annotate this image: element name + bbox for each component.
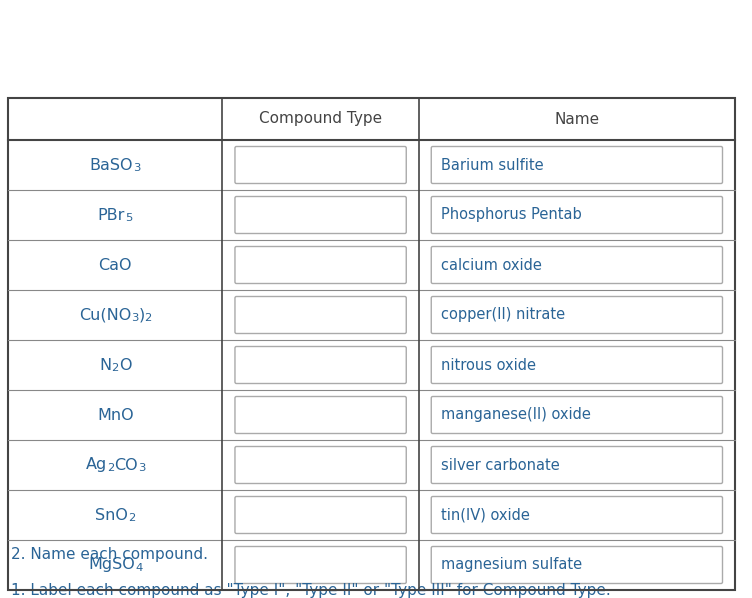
Text: 2: 2 xyxy=(128,512,135,523)
FancyBboxPatch shape xyxy=(431,297,723,334)
Text: manganese(II) oxide: manganese(II) oxide xyxy=(441,407,590,423)
Text: PBr: PBr xyxy=(98,208,126,222)
Text: ): ) xyxy=(138,307,144,322)
Text: magnesium sulfate: magnesium sulfate xyxy=(441,557,582,572)
Text: copper(II) nitrate: copper(II) nitrate xyxy=(441,307,565,322)
FancyBboxPatch shape xyxy=(431,547,723,584)
FancyBboxPatch shape xyxy=(431,147,723,184)
Text: 5: 5 xyxy=(126,212,132,222)
Text: Compound Type: Compound Type xyxy=(259,111,382,127)
FancyBboxPatch shape xyxy=(235,496,406,533)
Text: Barium sulfite: Barium sulfite xyxy=(441,157,544,172)
FancyBboxPatch shape xyxy=(235,246,406,283)
Text: CO: CO xyxy=(114,457,138,472)
Text: Name: Name xyxy=(554,111,599,127)
Text: MgSO: MgSO xyxy=(88,557,135,572)
Text: Ag: Ag xyxy=(86,457,107,472)
Text: Phosphorus Pentab: Phosphorus Pentab xyxy=(441,208,581,222)
Text: 3: 3 xyxy=(138,462,145,472)
Text: silver carbonate: silver carbonate xyxy=(441,457,559,472)
Text: 2: 2 xyxy=(107,462,114,472)
Text: calcium oxide: calcium oxide xyxy=(441,258,541,273)
FancyBboxPatch shape xyxy=(431,447,723,484)
FancyBboxPatch shape xyxy=(431,396,723,434)
Text: CaO: CaO xyxy=(99,258,132,273)
Text: BaSO: BaSO xyxy=(89,157,133,172)
Bar xyxy=(8,98,735,590)
FancyBboxPatch shape xyxy=(431,496,723,533)
FancyBboxPatch shape xyxy=(235,396,406,434)
Text: 3: 3 xyxy=(133,163,141,173)
Text: MnO: MnO xyxy=(97,407,134,423)
Text: Cu(NO: Cu(NO xyxy=(79,307,131,322)
Text: O: O xyxy=(119,358,131,373)
FancyBboxPatch shape xyxy=(235,147,406,184)
FancyBboxPatch shape xyxy=(235,547,406,584)
Text: 1. Label each compound as "Type I", "Type II" or "Type III" for Compound Type.: 1. Label each compound as "Type I", "Typ… xyxy=(11,583,611,598)
FancyBboxPatch shape xyxy=(431,197,723,233)
Text: 2: 2 xyxy=(111,362,119,373)
FancyBboxPatch shape xyxy=(235,346,406,383)
Text: nitrous oxide: nitrous oxide xyxy=(441,358,535,373)
FancyBboxPatch shape xyxy=(235,447,406,484)
Text: 2. Name each compound.: 2. Name each compound. xyxy=(11,547,208,562)
Text: N: N xyxy=(99,358,111,373)
Text: 3: 3 xyxy=(131,313,138,322)
FancyBboxPatch shape xyxy=(431,246,723,283)
FancyBboxPatch shape xyxy=(235,197,406,233)
Text: tin(IV) oxide: tin(IV) oxide xyxy=(441,508,529,523)
Text: SnO: SnO xyxy=(96,508,128,523)
Text: 2: 2 xyxy=(144,313,152,322)
FancyBboxPatch shape xyxy=(431,346,723,383)
Text: 4: 4 xyxy=(135,563,142,572)
FancyBboxPatch shape xyxy=(235,297,406,334)
